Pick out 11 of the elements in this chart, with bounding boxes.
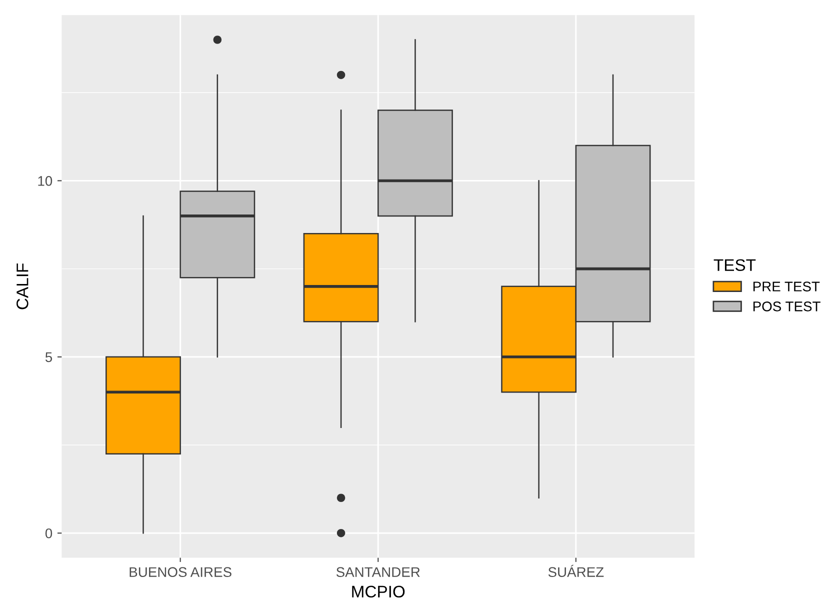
legend-title: TEST xyxy=(714,259,756,272)
x-tick-label: BUENOS AIRES xyxy=(130,567,232,578)
y-tick-label: 10 xyxy=(38,176,52,186)
y-axis-title: CALIF xyxy=(16,263,28,310)
y-tick-label: 5 xyxy=(45,352,52,362)
legend-label: POS TEST xyxy=(753,302,820,312)
x-tick-label: SUÁREZ xyxy=(548,564,604,578)
x-axis-title: MCPIO xyxy=(352,586,405,598)
x-tick-label: SANTANDER xyxy=(336,567,420,578)
y-tick-label: 0 xyxy=(45,528,52,538)
legend-label: PRE TEST xyxy=(753,282,820,292)
